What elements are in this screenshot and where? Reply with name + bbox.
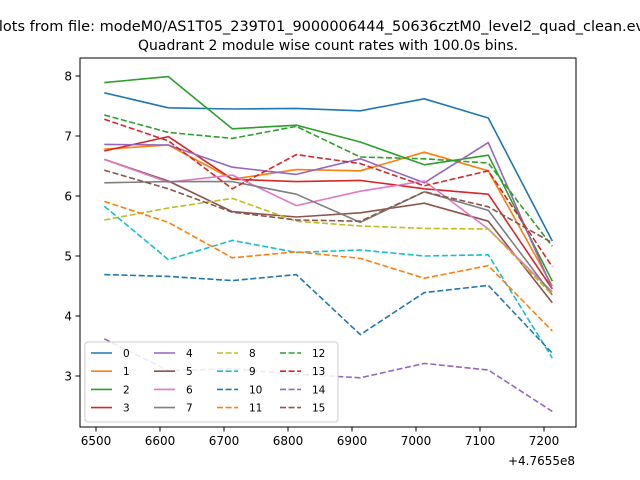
legend-label-7: 7 [186, 403, 193, 415]
legend-label-13: 13 [312, 366, 325, 378]
legend-label-11: 11 [249, 403, 262, 415]
series-line-11 [104, 200, 553, 332]
series-line-15 [104, 169, 553, 244]
legend-label-0: 0 [123, 348, 130, 360]
legend-label-12: 12 [312, 348, 325, 360]
x-tick-label: 7100 [465, 434, 496, 448]
y-axis: 3 4 5 6 7 8 [64, 69, 80, 383]
chart-title: Quadrant 2 module wise count rates with … [138, 38, 518, 54]
series-line-7 [104, 180, 553, 296]
legend-label-4: 4 [186, 348, 193, 360]
legend-label-15: 15 [312, 403, 325, 415]
y-tick-label: 8 [64, 69, 72, 83]
axes-frame [79, 57, 577, 428]
y-tick-label: 7 [64, 129, 72, 143]
y-tick-label: 3 [64, 369, 72, 383]
series-line-8 [104, 197, 553, 296]
y-tick-label: 4 [64, 309, 72, 323]
x-tick-label: 6500 [81, 434, 112, 448]
legend-box [84, 341, 339, 423]
x-tick-label: 6600 [145, 434, 176, 448]
legend-label-2: 2 [123, 384, 130, 396]
legend-label-8: 8 [249, 348, 256, 360]
legend-label-3: 3 [123, 403, 130, 415]
legend-label-10: 10 [249, 384, 262, 396]
x-axis: 6500 6600 6700 6800 6900 7000 7100 7200 [81, 427, 560, 448]
legend-label-9: 9 [249, 366, 256, 378]
legend-label-6: 6 [186, 384, 193, 396]
x-tick-label: 7200 [529, 434, 560, 448]
legend-label-14: 14 [312, 384, 326, 396]
series-line-2 [104, 75, 554, 282]
series-layer [103, 75, 554, 413]
x-tick-label: 6800 [273, 434, 304, 448]
legend-label-1: 1 [123, 366, 130, 378]
x-tick-label: 6700 [209, 434, 240, 448]
series-line-1 [104, 144, 553, 287]
series-line-10 [104, 273, 553, 354]
series-line-13 [104, 118, 553, 268]
y-tick-label: 5 [64, 249, 72, 263]
x-offset-label: +4.7655e8 [508, 454, 575, 468]
legend-label-5: 5 [186, 366, 193, 378]
series-line-12 [104, 114, 553, 247]
x-tick-label: 7000 [401, 434, 432, 448]
series-line-3 [104, 135, 553, 290]
series-line-0 [104, 92, 554, 242]
series-line-9 [103, 205, 553, 359]
y-tick-label: 6 [64, 189, 72, 203]
figure-suptitle: Plots from file: modeM0/AS1T05_239T01_90… [0, 19, 640, 35]
x-tick-label: 6900 [337, 434, 368, 448]
series-line-5 [104, 158, 553, 304]
